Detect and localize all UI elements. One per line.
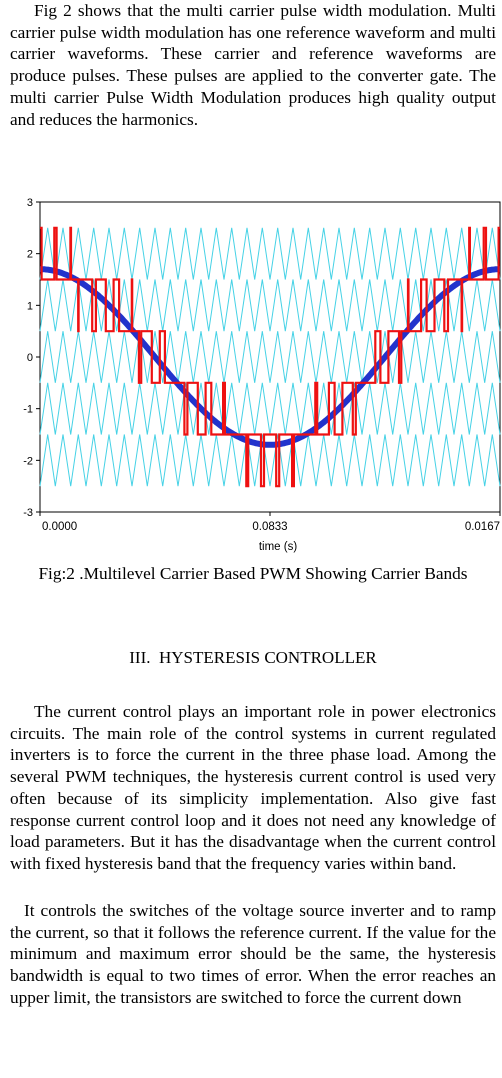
x-tick-label: 0.0167	[465, 521, 500, 533]
pwm-output-wave	[40, 226, 500, 488]
y-tick-label: 3	[27, 197, 33, 209]
carrier-band-4	[39, 227, 501, 280]
y-axis: 3 2 1 0 -1 -2 -3	[23, 197, 40, 519]
pwm-figure: 3 2 1 0 -1 -2 -3 0.0000 0.0833 0.0167 time (s)	[23, 197, 502, 553]
reference-wave	[38, 266, 502, 448]
carrier-band-3	[39, 279, 501, 332]
x-tick-label: 0.0000	[42, 521, 77, 533]
carrier-band-1	[39, 382, 501, 435]
carrier-band-0	[39, 434, 501, 487]
paragraph-current-control: The current control plays an important r…	[10, 702, 496, 873]
x-axis-label: time (s)	[259, 541, 298, 553]
x-tick-label: 0.0833	[252, 521, 287, 533]
y-tick-label: -2	[23, 455, 33, 467]
y-tick-label: 1	[27, 300, 33, 312]
x-axis: 0.0000 0.0833 0.0167	[39, 512, 501, 533]
paragraph-intro: Fig 2 shows that the multi carrier pulse…	[10, 1, 496, 129]
plot-frame-group	[39, 201, 501, 513]
carrier-band-2	[39, 331, 501, 383]
paragraph-switches: It controls the switches of the voltage …	[10, 901, 496, 1007]
y-tick-label: 2	[27, 249, 33, 261]
y-tick-label: 0	[27, 352, 33, 364]
y-tick-label: -1	[23, 404, 33, 416]
plot-frame	[39, 201, 501, 513]
figure-caption: Fig:2 .Multilevel Carrier Based PWM Show…	[38, 564, 468, 583]
section-heading: III. HYSTERESIS CONTROLLER	[129, 648, 377, 667]
y-tick-label: -3	[23, 507, 33, 519]
